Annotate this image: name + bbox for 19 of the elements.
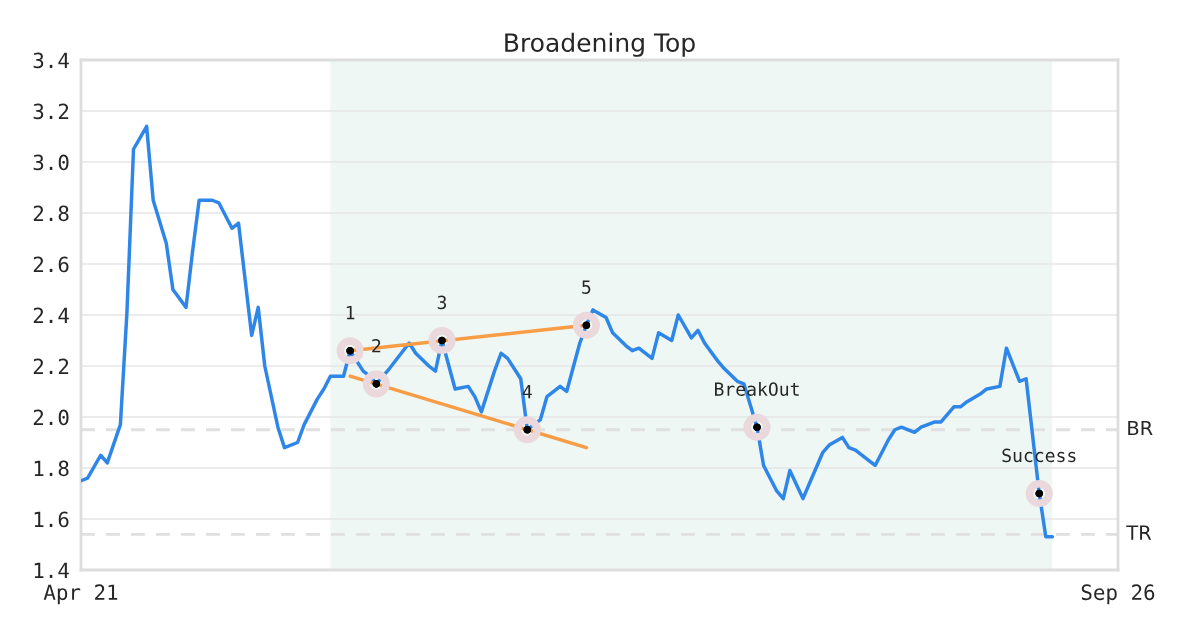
y-tick-label: 1.6	[34, 511, 69, 528]
ref-line-label: BR	[1128, 420, 1153, 436]
y-tick-label: 3.0	[33, 154, 69, 171]
x-tick-label: Sep 26	[1081, 584, 1155, 605]
y-tick-label: 2.4	[33, 307, 69, 323]
y-tick-label: 3.4	[33, 52, 69, 69]
y-tick-label: 2.0	[33, 409, 69, 426]
annotation: 1	[346, 306, 355, 320]
x-tick-label: Apr 21	[43, 584, 118, 605]
y-tick-label: 2.6	[33, 256, 69, 273]
chart-title: Broadening Top	[505, 32, 695, 57]
annotation: 3	[437, 295, 447, 310]
y-tick-label: 1.8	[34, 460, 69, 477]
y-tick-label: 2.2	[33, 358, 69, 374]
y-tick-label: 3.2	[33, 103, 69, 120]
annotation: 5	[582, 280, 591, 294]
ref-line-label: TR	[1126, 525, 1152, 540]
y-tick-label: 1.4	[34, 562, 69, 578]
y-tick-label: 2.8	[33, 205, 69, 222]
